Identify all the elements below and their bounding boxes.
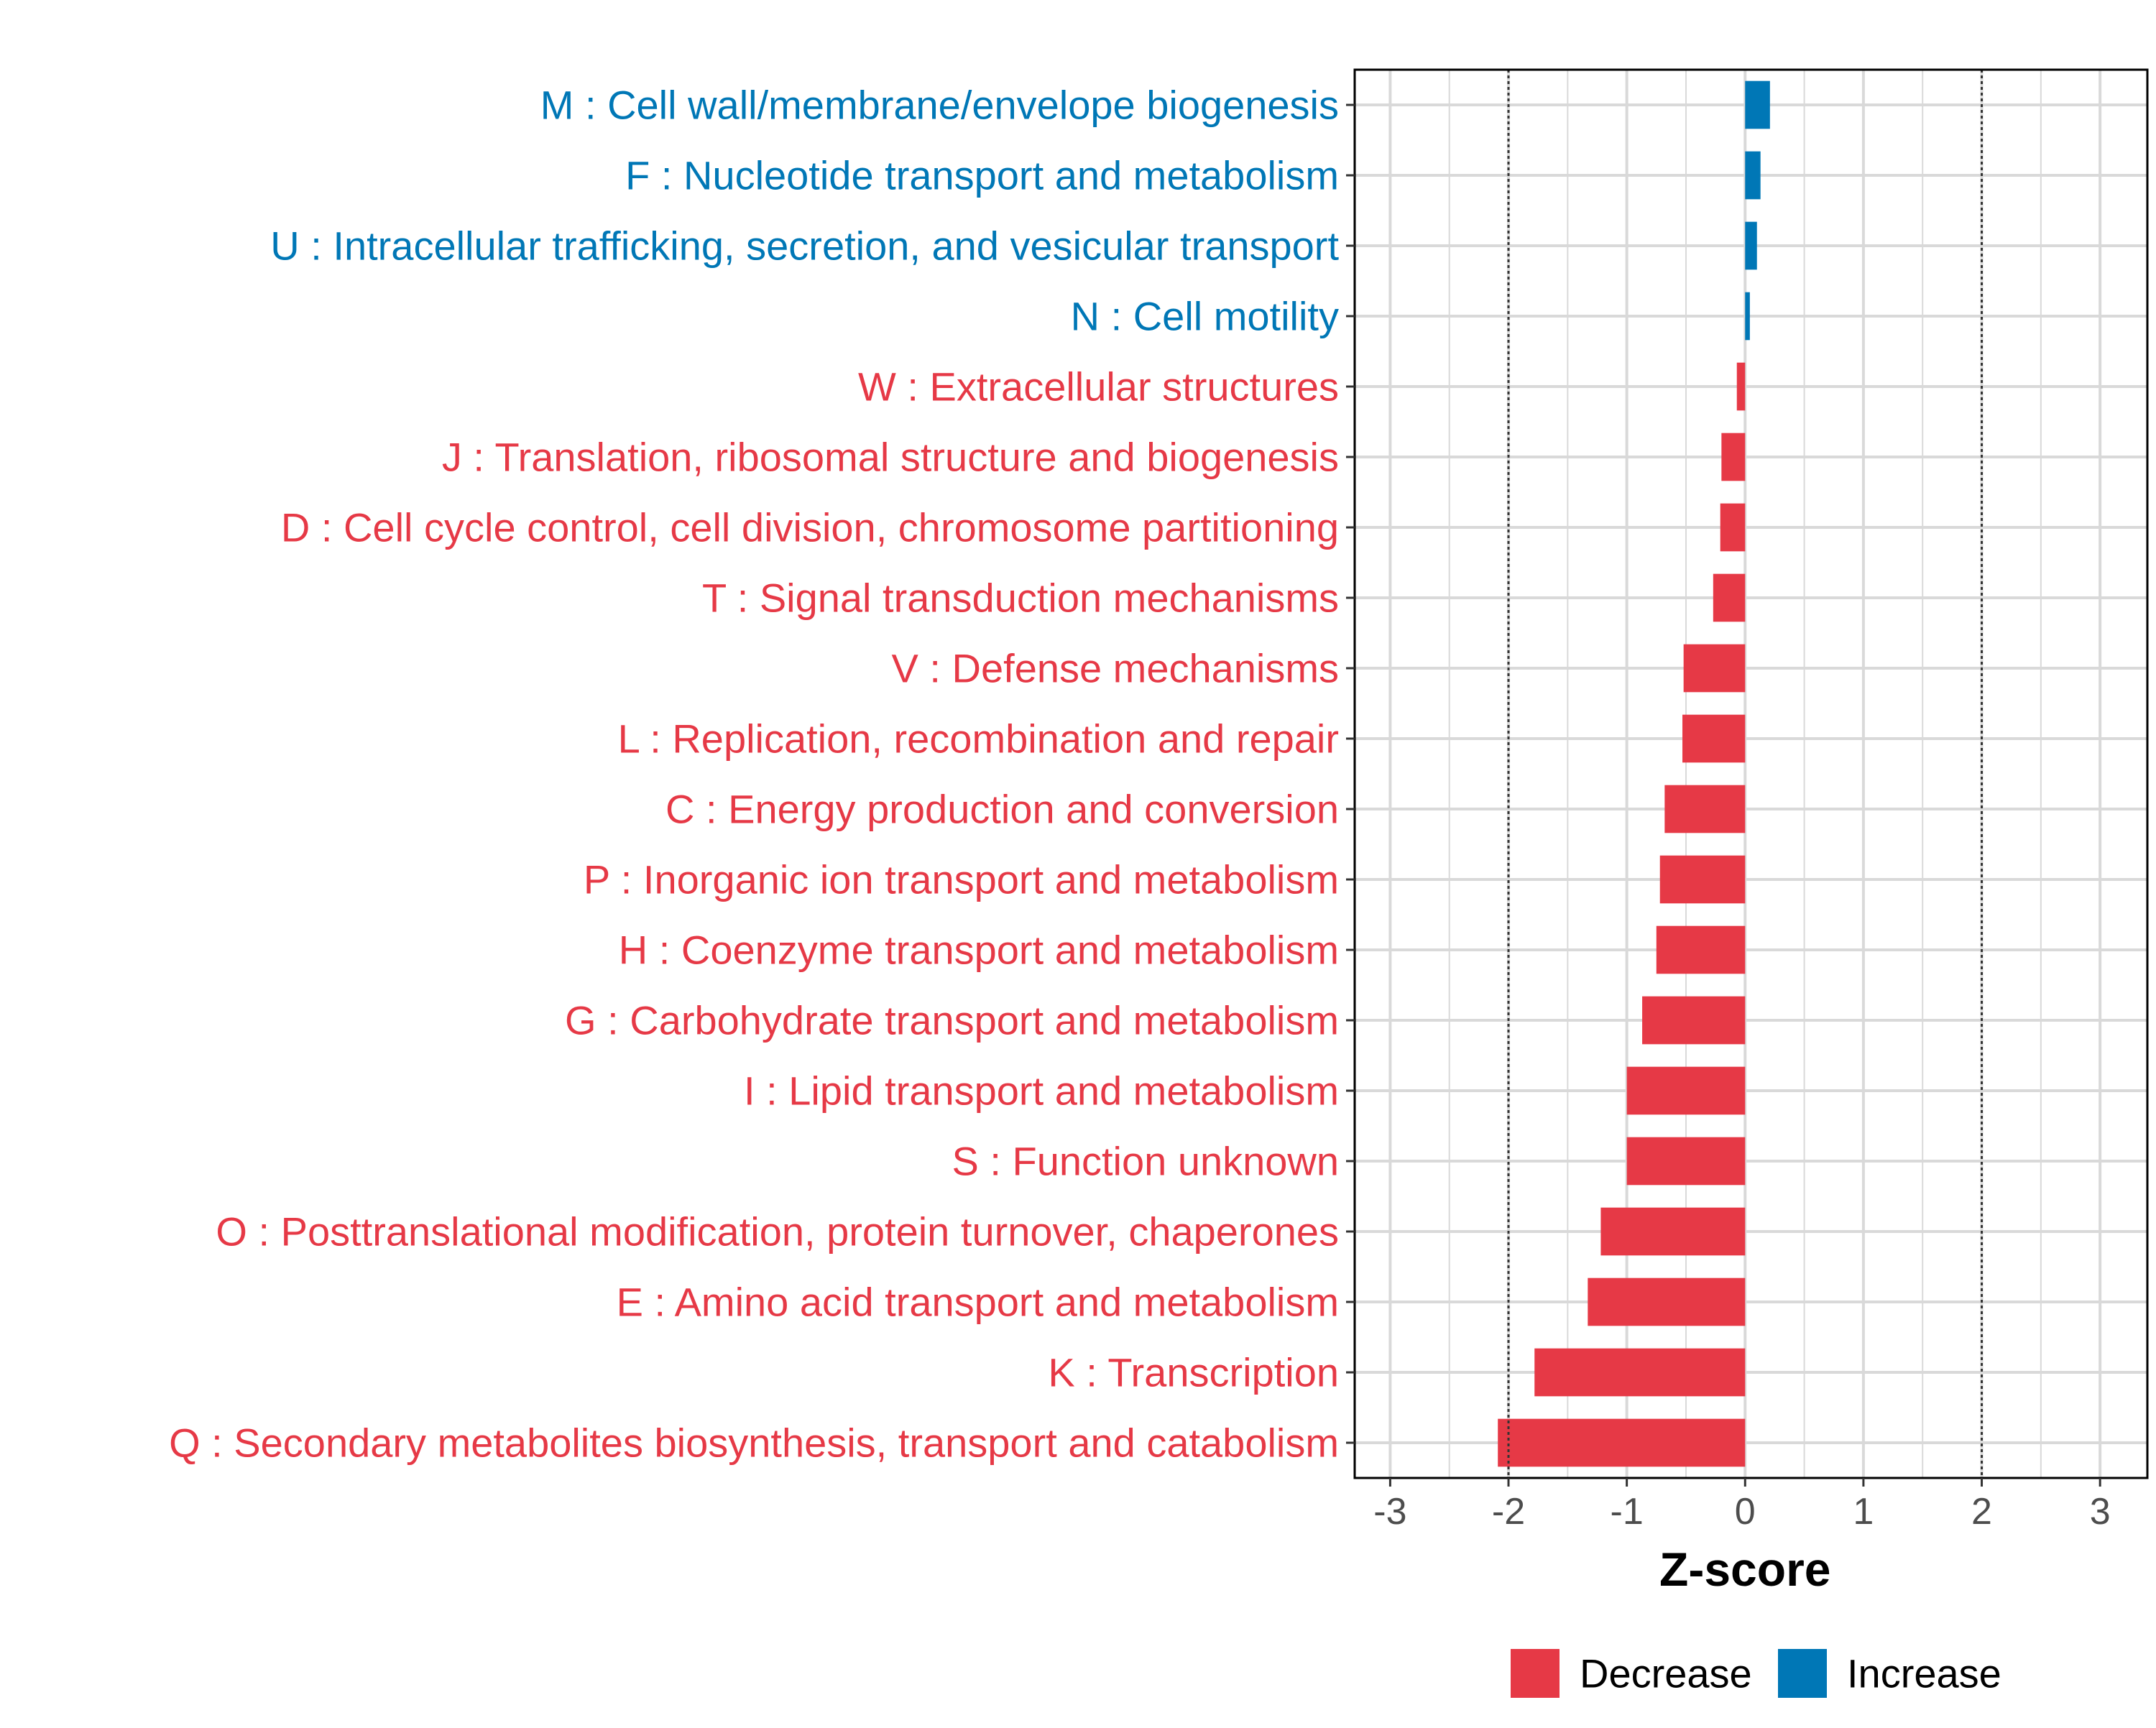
category-label: F : Nucleotide transport and metabolism [625,153,1339,198]
bar [1745,221,1757,270]
x-axis-title: Z-score [1659,1543,1830,1596]
x-tick-label: -2 [1492,1491,1525,1533]
category-label: M : Cell wall/membrane/envelope biogenes… [540,83,1339,128]
category-label: N : Cell motility [1071,294,1339,339]
bar [1745,292,1750,341]
bar [1588,1277,1746,1326]
category-label: T : Signal transduction mechanisms [702,576,1339,621]
category-label: G : Carbohydrate transport and metabolis… [565,998,1339,1043]
bar [1682,714,1746,763]
category-label: L : Replication, recombination and repai… [618,716,1339,762]
x-tick-label: 2 [1971,1491,1992,1533]
bar [1745,80,1770,129]
plot-panel-border [1353,68,2149,1479]
legend-swatch [1511,1649,1560,1698]
x-tick-label: -3 [1373,1491,1406,1533]
bar [1736,362,1746,411]
bar [1683,644,1746,693]
category-label: E : Amino acid transport and metabolism [617,1280,1339,1325]
bar [1656,925,1746,974]
category-label: P : Inorganic ion transport and metaboli… [584,857,1339,902]
bar [1721,433,1746,481]
bar [1713,573,1746,622]
legend-label: Increase [1847,1651,2001,1696]
bar [1659,855,1746,904]
category-label: Q : Secondary metabolites biosynthesis, … [169,1420,1339,1466]
bar [1664,785,1746,833]
category-label: U : Intracellular trafficking, secretion… [270,223,1339,269]
plot-panel-background [1355,70,2147,1478]
category-label: C : Energy production and conversion [665,787,1339,832]
category-label: O : Posttranslational modification, prot… [216,1209,1339,1255]
x-tick-label: -1 [1611,1491,1644,1533]
category-label: I : Lipid transport and metabolism [744,1068,1339,1114]
category-label: V : Defense mechanisms [892,646,1339,691]
bar [1626,1137,1746,1186]
bar [1534,1348,1746,1397]
category-label: K : Transcription [1048,1350,1339,1395]
x-tick-label: 1 [1853,1491,1874,1533]
legend-label: Decrease [1580,1651,1752,1696]
bar [1642,996,1746,1045]
x-tick-label: 0 [1735,1491,1756,1533]
category-label: J : Translation, ribosomal structure and… [442,435,1339,480]
category-label: D : Cell cycle control, cell division, c… [281,505,1339,550]
bar [1745,151,1761,200]
bar [1626,1066,1746,1115]
category-label: S : Function unknown [952,1139,1339,1184]
bar [1600,1207,1746,1256]
legend-swatch [1778,1649,1827,1698]
category-label: H : Coenzyme transport and metabolism [619,928,1339,973]
bar [1720,503,1746,552]
x-tick-label: 3 [2090,1491,2111,1533]
bar [1498,1418,1746,1467]
category-label: W : Extracellular structures [858,364,1339,410]
